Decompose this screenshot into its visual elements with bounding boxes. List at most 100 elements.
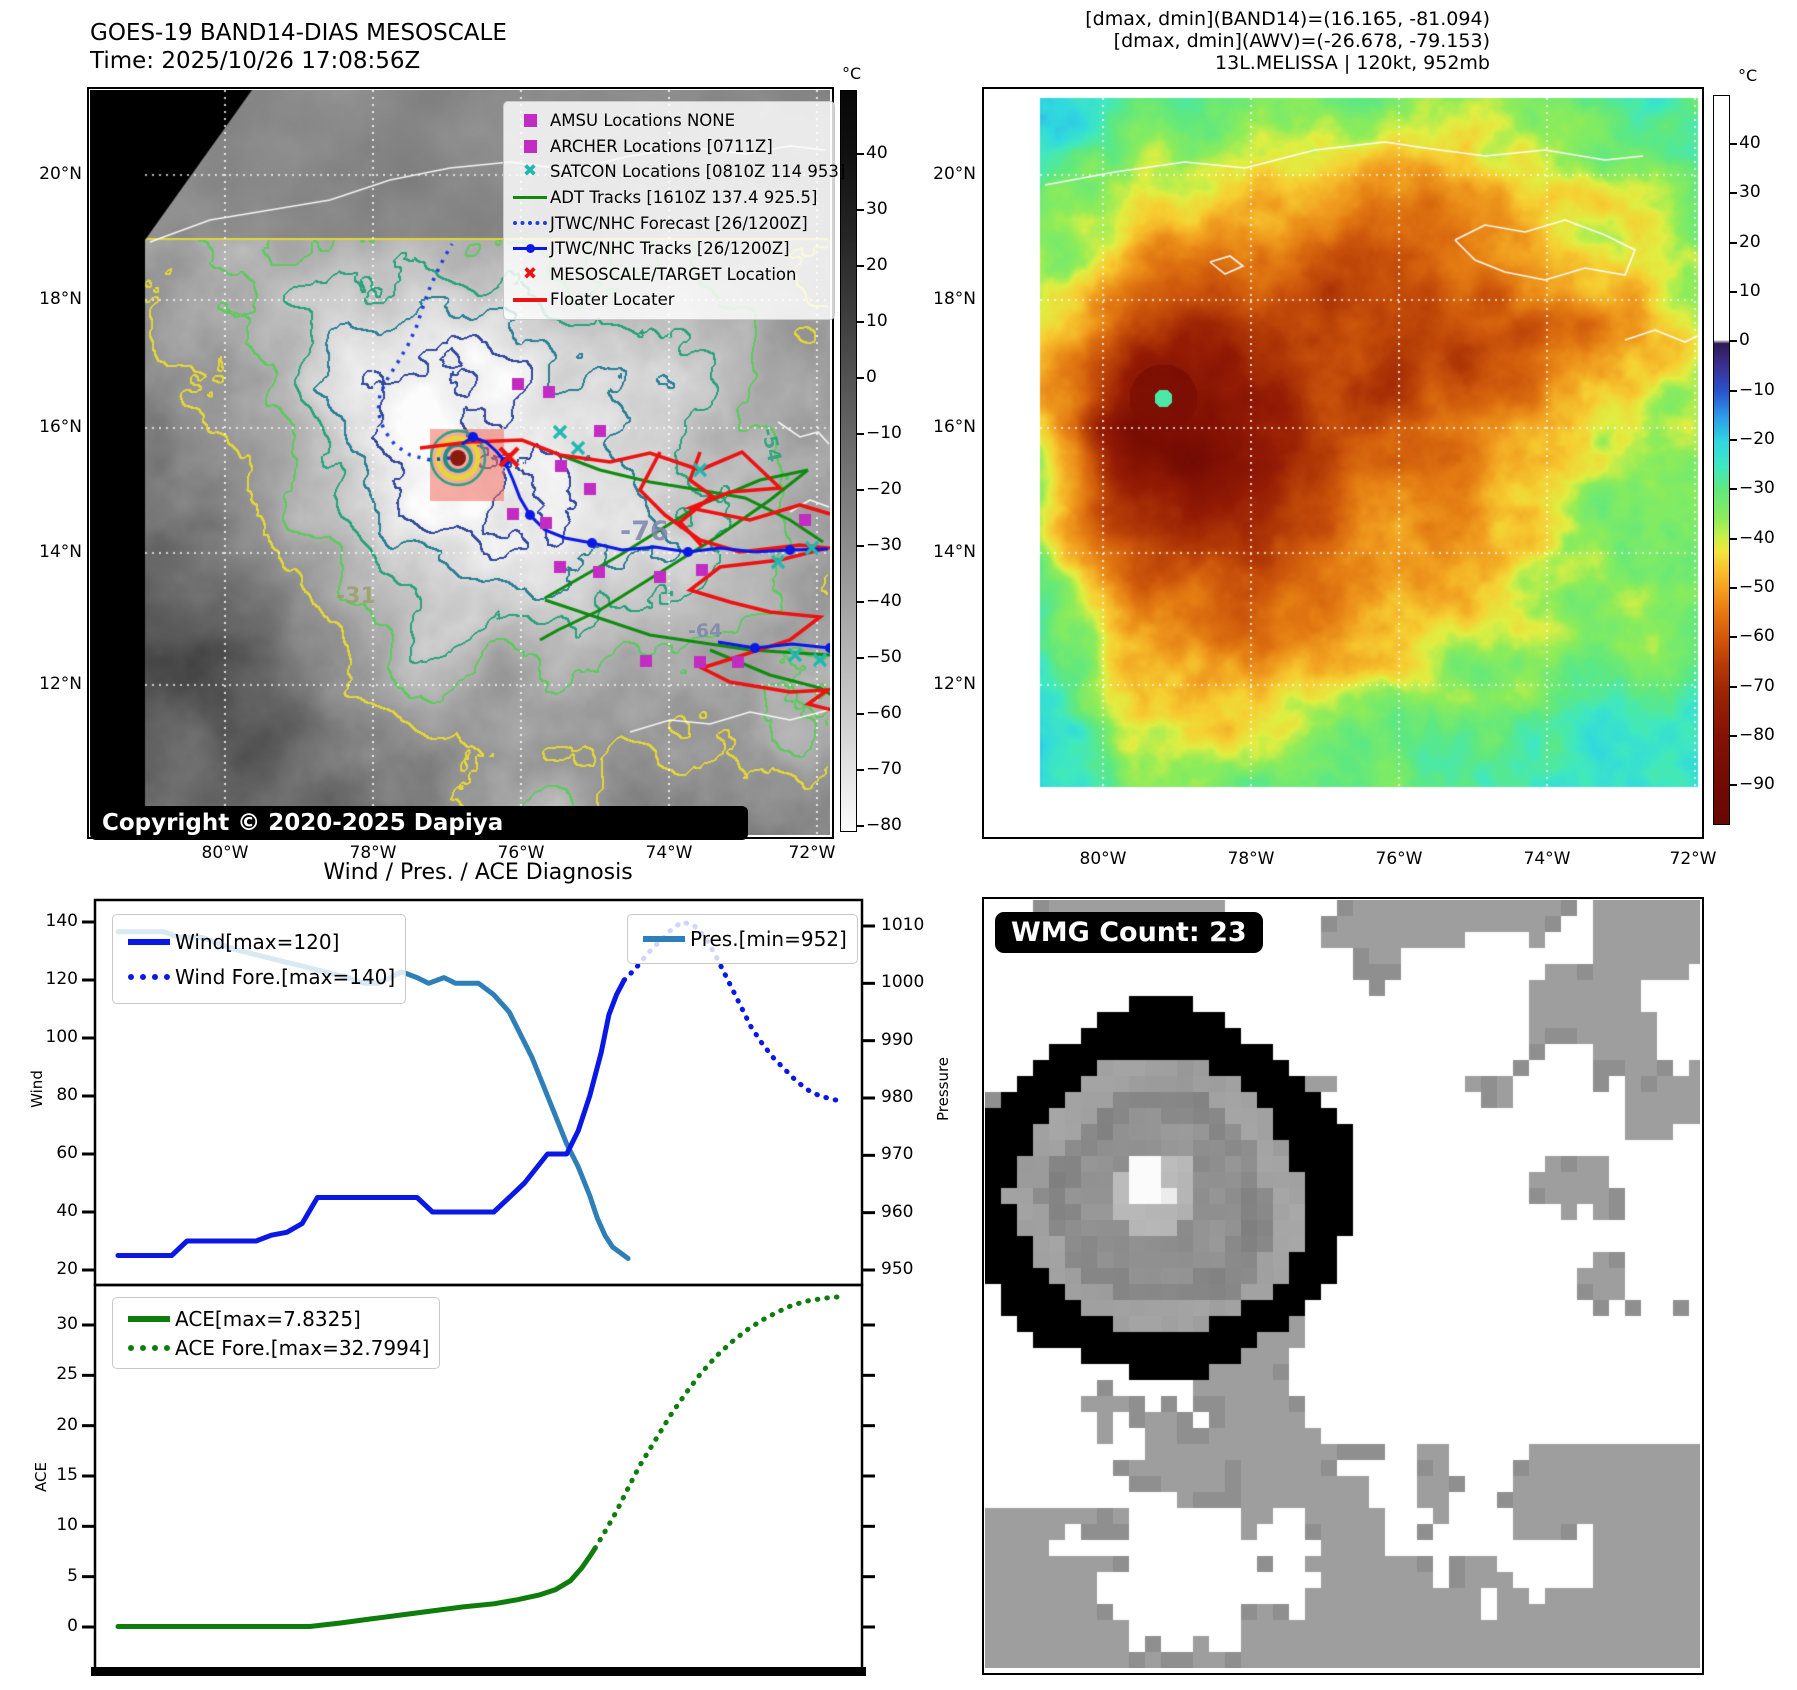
contour-value-label: -64 [688, 620, 723, 642]
ace-tick-label: 25 [56, 1364, 78, 1385]
left-map-lon-label: 78°W [349, 843, 397, 863]
left-colorbar-tick-label: −60 [866, 703, 902, 723]
legend-row-archer: ARCHER Locations [0711Z] [510, 134, 828, 160]
legend-label: Pres.[min=952] [690, 927, 847, 951]
left-colorbar-tick-label: 20 [866, 255, 888, 275]
awv-satellite-map [985, 90, 1700, 835]
wind-tick-label: 40 [56, 1201, 78, 1221]
legend-label: ADT Tracks [1610Z 137.4 925.5] [550, 188, 818, 208]
right-colorbar-tick [1730, 685, 1737, 688]
right-map-lon-label: 74°W [1523, 849, 1571, 869]
wind-tick-label: 100 [45, 1027, 78, 1047]
left-colorbar-tick [857, 377, 864, 379]
left-colorbar-tick [857, 153, 864, 155]
legend-label: AMSU Locations NONE [550, 111, 736, 131]
pressure-tick-label: 960 [881, 1201, 914, 1222]
legend-row-tracks: JTWC/NHC Tracks [26/1200Z] [510, 236, 828, 262]
legend-row-amsu: AMSU Locations NONE [510, 108, 828, 134]
right-colorbar-tick [1730, 636, 1737, 639]
left-map-lon-label: 80°W [201, 843, 249, 863]
right-colorbar-tick-label: −10 [1739, 379, 1775, 400]
right-colorbar-tick [1730, 537, 1737, 540]
pressure-tick-label: 970 [881, 1144, 914, 1165]
target-x-icon: ✖ [522, 263, 538, 284]
left-colorbar-tick [857, 657, 864, 659]
right-map-lon-label: 76°W [1375, 849, 1423, 869]
satcon-x-icon: ✖ [522, 161, 538, 182]
right-map-lat-label: 12°N [933, 674, 976, 694]
left-colorbar-tick [857, 601, 864, 603]
legend-label: ARCHER Locations [0711Z] [550, 136, 773, 156]
archer-square-icon [510, 139, 550, 153]
right-colorbar-tick [1730, 734, 1737, 737]
right-colorbar-tick-label: −40 [1739, 527, 1775, 548]
pres-line-icon [638, 936, 690, 942]
legend-label: ACE Fore.[max=32.7994] [175, 1335, 430, 1360]
left-colorbar-tick-label: −30 [866, 535, 902, 555]
right-colorbar-tick [1730, 340, 1737, 343]
dmax-dmin-band14: [dmax, dmin](BAND14)=(16.165, -81.094) [1085, 8, 1490, 30]
wind-tick-label: 20 [56, 1259, 78, 1279]
right-map-lon-label: 78°W [1227, 849, 1275, 869]
right-map-lon-label: 72°W [1669, 849, 1717, 869]
right-colorbar-tick-label: −70 [1739, 675, 1775, 696]
map-legend: AMSU Locations NONE ARCHER Locations [07… [503, 101, 845, 320]
right-colorbar-tick [1730, 438, 1737, 441]
legend-label: JTWC/NHC Tracks [26/1200Z] [550, 239, 790, 259]
forecast-dotted-icon [510, 221, 550, 226]
left-map-lat-label: 14°N [39, 542, 82, 562]
ace-tick-label: 20 [56, 1414, 78, 1435]
ace-legend: ACE[max=7.8325] ACE Fore.[max=32.7994] [112, 1297, 441, 1369]
wind-tick-label: 80 [56, 1085, 78, 1105]
track-line-dot-icon [510, 244, 550, 254]
left-colorbar-tick [857, 545, 864, 547]
right-colorbar-tick-label: −20 [1739, 428, 1775, 449]
left-map-lon-label: 76°W [497, 843, 545, 863]
copyright-banner: Copyright © 2020-2025 Dapiya [90, 806, 748, 840]
right-colorbar-tick-label: 0 [1739, 330, 1750, 351]
wind-line-icon [123, 938, 175, 945]
legend-row-pres: Pres.[min=952] [638, 923, 847, 955]
wind-tick-label: 60 [56, 1143, 78, 1163]
wind-tick-label: 140 [45, 911, 78, 931]
ace-tick-label: 0 [67, 1616, 78, 1636]
pressure-tick-label: 1010 [881, 915, 925, 935]
left-colorbar-tick-label: −70 [866, 759, 902, 779]
right-colorbar [1713, 95, 1730, 825]
left-colorbar [840, 90, 857, 832]
right-map-lat-label: 14°N [933, 542, 976, 562]
right-map-lat-label: 18°N [933, 289, 976, 309]
legend-row-wind: Wind[max=120] [123, 924, 395, 959]
legend-label: Wind Fore.[max=140] [175, 964, 396, 989]
right-colorbar-tick-label: 20 [1739, 231, 1761, 252]
amsu-square-icon [510, 114, 550, 128]
left-colorbar-tick-label: −80 [866, 815, 902, 835]
right-map-lon-label: 80°W [1079, 849, 1127, 869]
storm-status: 13L.MELISSA | 120kt, 952mb [1215, 52, 1490, 74]
right-colorbar-tick [1730, 586, 1737, 589]
pressure-tick-label: 990 [881, 1029, 914, 1050]
ace-tick-label: 30 [56, 1314, 78, 1334]
dmax-dmin-awv: [dmax, dmin](AWV)=(-26.678, -79.153) [1113, 30, 1490, 52]
left-colorbar-tick [857, 209, 864, 211]
left-colorbar-tick [857, 769, 864, 771]
right-colorbar-tick [1730, 241, 1737, 244]
legend-row-adt: ADT Tracks [1610Z 137.4 925.5] [510, 185, 828, 211]
pressure-tick-label: 980 [881, 1086, 914, 1107]
wind-fore-dotted-icon [123, 973, 175, 980]
right-colorbar-tick-label: 40 [1739, 133, 1761, 153]
left-map-lat-label: 18°N [39, 289, 82, 309]
left-map-title: GOES-19 BAND14-DIAS MESOSCALE [90, 20, 507, 46]
right-colorbar-tick [1730, 143, 1737, 145]
right-colorbar-tick [1730, 389, 1737, 392]
left-map-lat-label: 20°N [39, 164, 82, 184]
right-colorbar-tick [1730, 192, 1737, 195]
legend-label: SATCON Locations [0810Z 114 953] [550, 162, 846, 182]
left-map-time: Time: 2025/10/26 17:08:56Z [90, 48, 421, 74]
right-colorbar-tick-label: −90 [1739, 774, 1775, 795]
left-colorbar-tick-label: 40 [866, 143, 888, 163]
pressure-tick-label: 950 [881, 1258, 914, 1279]
pres-legend: Pres.[min=952] [627, 914, 858, 964]
ace-tick-label: 10 [56, 1515, 78, 1536]
